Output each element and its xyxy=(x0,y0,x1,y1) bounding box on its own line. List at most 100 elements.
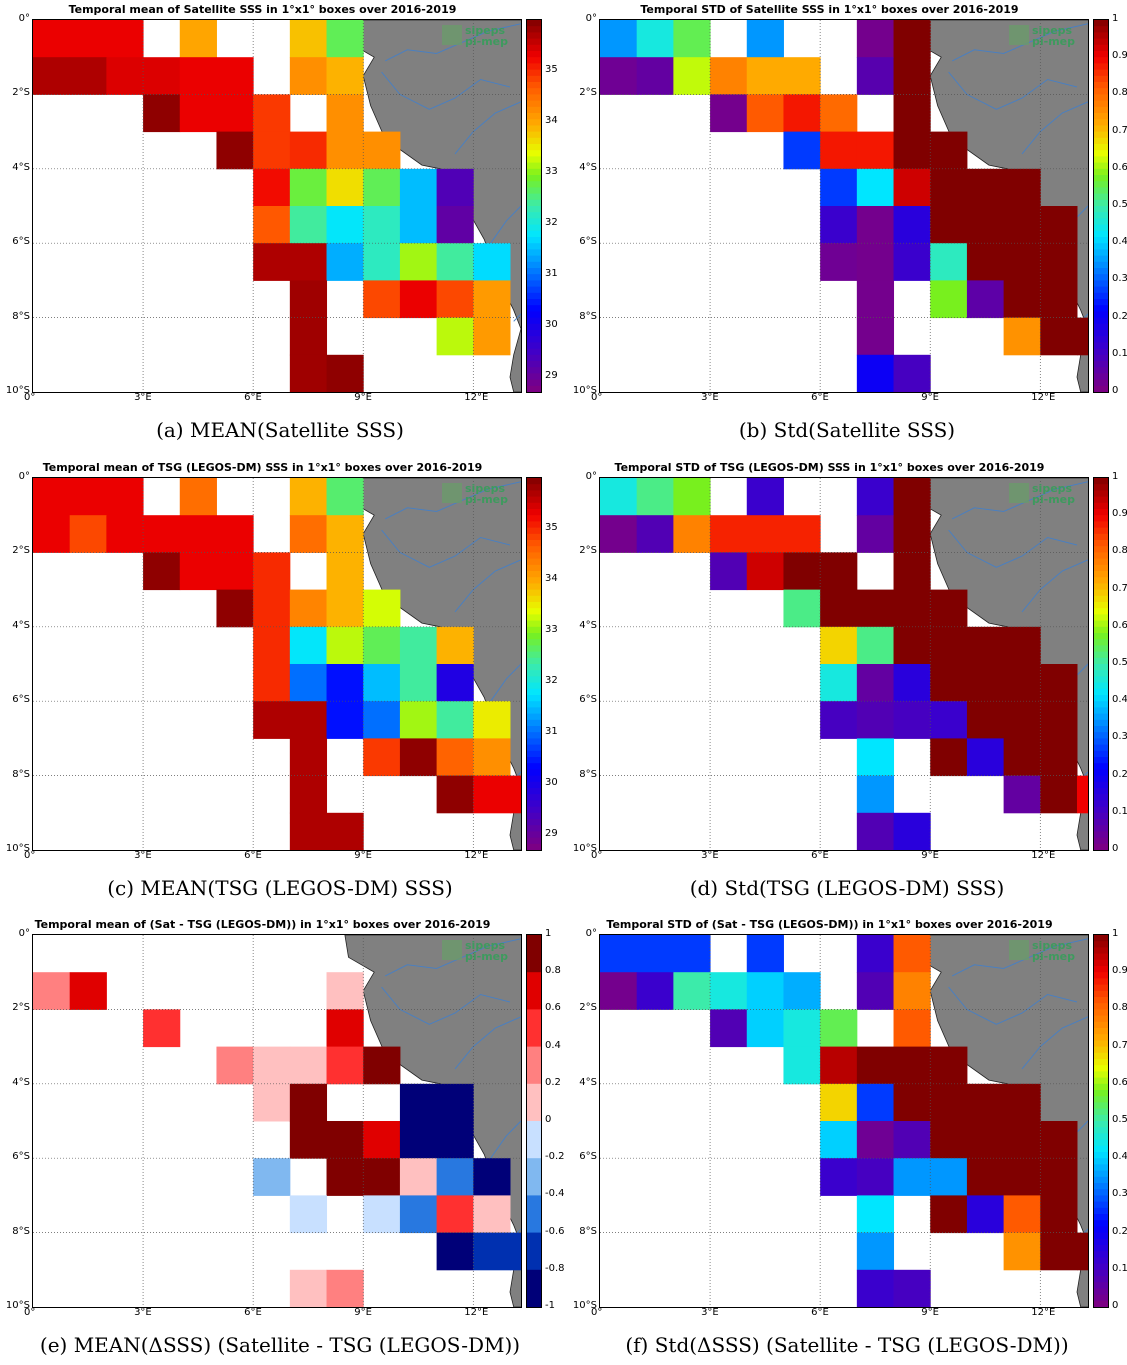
grid-cell xyxy=(253,131,291,170)
river-line xyxy=(454,559,521,613)
colorbar-segment xyxy=(1094,1257,1108,1265)
grid-cell xyxy=(710,515,748,553)
colorbar-tick-label: 0.9 xyxy=(1112,965,1127,977)
colorbar-tick-label: 1 xyxy=(1112,928,1119,939)
colorbar-segment xyxy=(527,342,541,350)
colorbar-tick-label: 0.1 xyxy=(1112,347,1127,359)
grid-cell xyxy=(289,280,328,319)
colorbar-segment xyxy=(527,175,541,182)
colorbar-segment xyxy=(1094,1152,1108,1159)
grid-cell xyxy=(746,94,784,133)
grid-cell xyxy=(1040,317,1078,356)
grid-cell xyxy=(893,935,931,973)
grid-cell xyxy=(436,664,474,702)
colorbar-segment xyxy=(527,137,541,145)
grid-cell xyxy=(930,206,968,244)
figure-caption: (b) Std(Satellite SSS) xyxy=(738,418,956,442)
colorbar-segment xyxy=(1094,1238,1108,1246)
grid-cell xyxy=(930,701,968,739)
colorbar-segment xyxy=(527,484,541,491)
colorbar-segment xyxy=(1094,990,1108,998)
river-line xyxy=(487,205,521,248)
grid-cell xyxy=(289,168,328,207)
colorbar-segment xyxy=(527,651,541,659)
grid-cell xyxy=(600,478,638,516)
grid-cell xyxy=(33,20,71,58)
river-line xyxy=(951,481,1088,520)
grid-cell xyxy=(966,243,1005,281)
colorbar-segment xyxy=(527,1046,541,1085)
grid-cell xyxy=(820,626,858,665)
x-tick-label: 12°E xyxy=(1031,392,1056,403)
colorbar-segment xyxy=(1094,311,1108,319)
grid-cell xyxy=(820,552,858,591)
grid-cell xyxy=(1003,1158,1041,1196)
grid-cell xyxy=(399,1121,438,1159)
grid-cell xyxy=(856,935,895,973)
grid-cell xyxy=(289,131,328,170)
y-tick-label: 10°S xyxy=(572,1300,597,1311)
colorbar-svg xyxy=(527,935,541,1307)
panel-c: Temporal mean of TSG (LEGOS-DM) SSS in 1… xyxy=(0,458,560,908)
colorbar-segment xyxy=(1094,941,1108,948)
colorbar-segment xyxy=(527,88,541,95)
grid-cell xyxy=(673,20,711,58)
colorbar-segment xyxy=(1094,237,1108,244)
grid-cell xyxy=(893,1083,931,1122)
grid-cell xyxy=(326,243,364,281)
colorbar-segment xyxy=(1094,1170,1108,1178)
colorbar-tick-label: 0.3 xyxy=(1112,731,1127,743)
colorbar-segment xyxy=(1094,330,1108,337)
grid-cell xyxy=(216,589,254,628)
colorbar-tick-label: 1 xyxy=(1112,13,1119,24)
grid-cell xyxy=(966,1121,1005,1159)
colorbar-tick-label: 0.8 xyxy=(1112,1002,1127,1014)
colorbar-segment xyxy=(1094,1034,1108,1041)
colorbar-segment xyxy=(527,38,541,46)
colorbar-segment xyxy=(1094,1294,1108,1302)
colorbar-tick-label: 30 xyxy=(545,318,558,330)
river-line xyxy=(951,938,1088,977)
chart-title: Temporal STD of TSG (LEGOS-DM) SSS in 1°… xyxy=(614,461,1045,474)
colorbar-segment xyxy=(1094,589,1108,597)
pi-mep-logo: sipeps pi-mep xyxy=(1009,940,1075,962)
grid-cell xyxy=(399,1158,438,1196)
y-tick-label: 8°S xyxy=(12,1225,30,1237)
colorbar-segment xyxy=(527,781,541,789)
grid-cell xyxy=(399,701,438,739)
colorbar-segment xyxy=(527,502,541,510)
colorbar-segment xyxy=(1094,1195,1108,1203)
grid-cell xyxy=(636,20,674,58)
colorbar-tick-label: 0 xyxy=(545,1114,552,1125)
colorbar-segment xyxy=(527,385,541,392)
grid-cell xyxy=(179,552,217,591)
y-tick-label: 10°S xyxy=(5,385,30,396)
colorbar-svg xyxy=(527,20,541,392)
colorbar-segment xyxy=(527,373,541,381)
colorbar-segment xyxy=(1094,1096,1108,1103)
grid-cell xyxy=(746,478,784,516)
grid-cell xyxy=(710,94,748,133)
colorbar-segment xyxy=(1094,168,1108,176)
grid-cell xyxy=(820,589,858,628)
grid-cell xyxy=(820,664,858,702)
colorbar-segment xyxy=(1094,299,1108,306)
grid-cell xyxy=(1003,206,1041,244)
grid-cell xyxy=(966,701,1005,739)
grid-cell xyxy=(820,1083,858,1122)
grid-cell xyxy=(673,57,711,95)
colorbar-segment xyxy=(527,527,541,535)
colorbar-segment xyxy=(1094,230,1108,238)
grid-cell xyxy=(289,1083,328,1122)
colorbar-segment xyxy=(1094,348,1108,356)
grid-cell xyxy=(253,1158,291,1196)
colorbar-segment xyxy=(1094,558,1108,566)
grid-cell xyxy=(253,1083,291,1122)
chart-title: Temporal STD of Satellite SSS in 1°x1° b… xyxy=(640,3,1019,16)
grid-cell xyxy=(143,1009,181,1048)
grid-cell xyxy=(289,1046,328,1085)
colorbar-segment xyxy=(1094,695,1108,702)
colorbar-segment xyxy=(1094,732,1108,739)
grid-cell xyxy=(930,1083,968,1122)
colorbar-segment xyxy=(527,664,541,671)
